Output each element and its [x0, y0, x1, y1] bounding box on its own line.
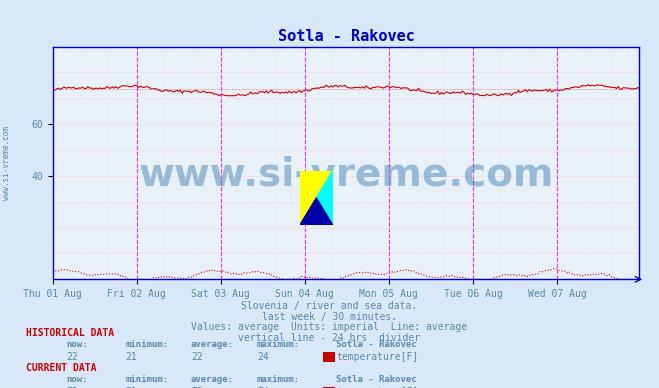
- Polygon shape: [316, 171, 333, 225]
- Text: www.si-vreme.com: www.si-vreme.com: [138, 156, 554, 194]
- Text: average:: average:: [191, 340, 234, 349]
- Text: maximum:: maximum:: [257, 340, 300, 349]
- Polygon shape: [300, 171, 333, 225]
- Text: Sotla - Rakovec: Sotla - Rakovec: [336, 375, 416, 384]
- Text: maximum:: maximum:: [257, 375, 300, 384]
- Text: 21: 21: [125, 352, 137, 362]
- Text: 22: 22: [66, 352, 78, 362]
- Text: last week / 30 minutes.: last week / 30 minutes.: [262, 312, 397, 322]
- Text: temperature[F]: temperature[F]: [336, 352, 418, 362]
- Text: temperature[F]: temperature[F]: [336, 386, 418, 388]
- Polygon shape: [300, 198, 333, 225]
- Text: Values: average  Units: imperial  Line: average: Values: average Units: imperial Line: av…: [191, 322, 468, 333]
- Text: minimum:: minimum:: [125, 375, 168, 384]
- Text: www.si-vreme.com: www.si-vreme.com: [2, 126, 11, 200]
- Text: HISTORICAL DATA: HISTORICAL DATA: [26, 327, 115, 338]
- Text: CURRENT DATA: CURRENT DATA: [26, 362, 97, 372]
- Text: now:: now:: [66, 340, 88, 349]
- Text: vertical line - 24 hrs  divider: vertical line - 24 hrs divider: [239, 333, 420, 343]
- Text: now:: now:: [66, 375, 88, 384]
- Text: 74: 74: [257, 386, 269, 388]
- Text: 24: 24: [257, 352, 269, 362]
- Text: 22: 22: [191, 352, 203, 362]
- Title: Sotla - Rakovec: Sotla - Rakovec: [277, 29, 415, 44]
- Text: 72: 72: [66, 386, 78, 388]
- Text: Sotla - Rakovec: Sotla - Rakovec: [336, 340, 416, 349]
- Text: Slovenia / river and sea data.: Slovenia / river and sea data.: [241, 301, 418, 311]
- Text: average:: average:: [191, 375, 234, 384]
- Text: 71: 71: [125, 386, 137, 388]
- Text: minimum:: minimum:: [125, 340, 168, 349]
- Text: 72: 72: [191, 386, 203, 388]
